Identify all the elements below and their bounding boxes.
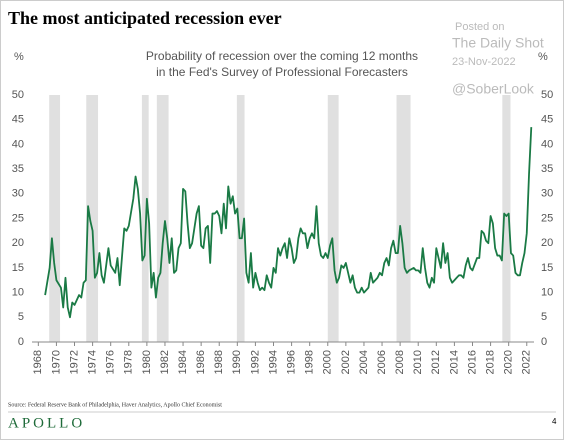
x-tick-label: 1982 bbox=[159, 350, 171, 374]
y2-tick-label: 0 bbox=[541, 336, 547, 348]
x-tick-label: 1978 bbox=[123, 350, 135, 374]
y-tick-label: 15 bbox=[12, 262, 24, 274]
x-tick-label: 2004 bbox=[358, 350, 370, 374]
x-tick-label: 2022 bbox=[521, 350, 533, 374]
watermark: Posted on bbox=[455, 21, 505, 33]
y2-tick-label: 35 bbox=[541, 163, 553, 175]
recession-band bbox=[156, 95, 169, 342]
y-tick-label: 30 bbox=[12, 188, 24, 200]
y2-tick-label: 40 bbox=[541, 138, 553, 150]
page-number: 4 bbox=[552, 417, 557, 426]
y-tick-label: 5 bbox=[18, 311, 24, 323]
recession-band bbox=[49, 95, 61, 342]
x-tick-label: 1974 bbox=[87, 350, 99, 374]
recession-band bbox=[502, 95, 511, 342]
x-tick-label: 1988 bbox=[213, 350, 225, 374]
x-tick-label: 1970 bbox=[50, 350, 62, 374]
y-tick-label: 40 bbox=[12, 138, 24, 150]
y-label: % bbox=[14, 51, 24, 63]
subtitle: Probability of recession over the coming… bbox=[146, 49, 418, 63]
x-tick-label: 2016 bbox=[466, 350, 478, 374]
y2-label: % bbox=[538, 51, 548, 63]
x-tick-label: 1984 bbox=[177, 350, 189, 374]
source: Source: Federal Reserve Bank of Philadel… bbox=[8, 401, 222, 408]
x-tick-label: 2020 bbox=[503, 350, 515, 374]
watermark: 23-Nov-2022 bbox=[452, 56, 516, 68]
y-tick-label: 50 bbox=[12, 89, 24, 101]
y-tick-label: 0 bbox=[18, 336, 24, 348]
x-tick-label: 2012 bbox=[430, 350, 442, 374]
watermark: @SoberLook bbox=[452, 81, 535, 97]
recession-band bbox=[396, 95, 411, 342]
recession-band bbox=[327, 95, 339, 342]
line-series bbox=[44, 127, 533, 319]
logo: APOLLO bbox=[8, 415, 85, 431]
x-tick-label: 1994 bbox=[267, 350, 279, 374]
x-tick-label: 1996 bbox=[285, 350, 297, 374]
y2-tick-label: 30 bbox=[541, 188, 553, 200]
x-tick-label: 2000 bbox=[322, 350, 334, 374]
y-tick-label: 10 bbox=[12, 287, 24, 299]
watermark: The Daily Shot bbox=[452, 35, 544, 51]
y-tick-label: 20 bbox=[12, 237, 24, 249]
x-tick-label: 1972 bbox=[68, 350, 80, 374]
y-tick-label: 45 bbox=[12, 114, 24, 126]
recession-band bbox=[236, 95, 245, 342]
y2-tick-label: 50 bbox=[541, 89, 553, 101]
y2-tick-label: 45 bbox=[541, 114, 553, 126]
y2-tick-label: 5 bbox=[541, 311, 547, 323]
x-tick-label: 2006 bbox=[376, 350, 388, 374]
x-tick-label: 2018 bbox=[484, 350, 496, 374]
x-tick-label: 1990 bbox=[231, 350, 243, 374]
x-tick-label: 1968 bbox=[32, 350, 44, 374]
y2-tick-label: 15 bbox=[541, 262, 553, 274]
x-tick-label: 2010 bbox=[412, 350, 424, 374]
subtitle: in the Fed's Survey of Professional Fore… bbox=[156, 65, 408, 79]
y-tick-label: 35 bbox=[12, 163, 24, 175]
recession-band bbox=[86, 95, 99, 342]
y2-tick-label: 20 bbox=[541, 237, 553, 249]
x-tick-label: 1976 bbox=[105, 350, 117, 374]
x-tick-label: 2014 bbox=[448, 350, 460, 374]
x-tick-label: 1998 bbox=[304, 350, 316, 374]
x-tick-label: 1992 bbox=[249, 350, 261, 374]
x-tick-label: 2002 bbox=[340, 350, 352, 374]
y-tick-label: 25 bbox=[12, 212, 24, 224]
chart-title: The most anticipated recession ever bbox=[8, 8, 282, 28]
y2-tick-label: 25 bbox=[541, 212, 553, 224]
x-tick-label: 1980 bbox=[141, 350, 153, 374]
y2-tick-label: 10 bbox=[541, 287, 553, 299]
x-tick-label: 2008 bbox=[394, 350, 406, 374]
x-tick-label: 1986 bbox=[195, 350, 207, 374]
